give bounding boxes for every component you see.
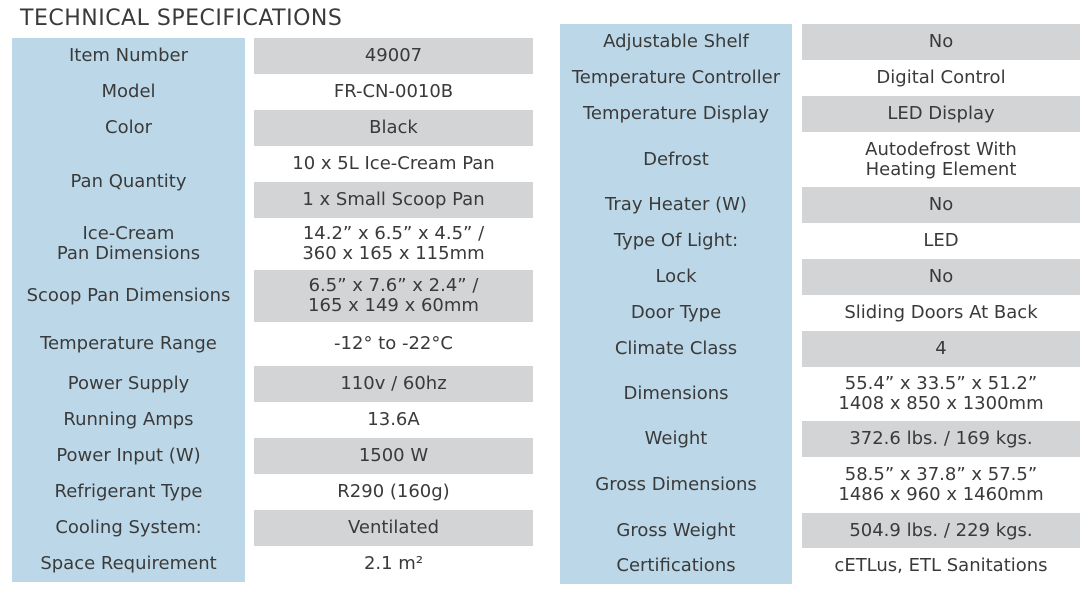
spec-label: Temperature Range (40, 333, 217, 354)
spec-label: Model (101, 81, 156, 102)
spec-label: Power Input (W) (56, 445, 201, 466)
spec-value: 10 x 5L Ice-Cream Pan (292, 153, 495, 174)
spec-value: 13.6A (367, 409, 420, 430)
spec-label: Scoop Pan Dimensions (26, 285, 231, 306)
spec-label: Item Number (68, 45, 188, 66)
spec-label: Adjustable Shelf (603, 31, 749, 52)
title: TECHNICAL SPECIFICATIONS (20, 6, 343, 31)
spec-value: Digital Control (876, 67, 1006, 88)
spec-label: Gross Weight (616, 519, 736, 541)
spec-value: No (802, 259, 1080, 295)
label-column (12, 38, 245, 582)
spec-label: Running Amps (63, 409, 194, 430)
spec-value: Sliding Doors At Back (844, 302, 1038, 323)
spec-label: Lock (655, 266, 697, 287)
spec-label: Door Type (630, 302, 722, 323)
spec-value: LED (923, 230, 959, 251)
spec-value: 14.2” x 6.5” x 4.5” / 360 x 165 x 115mm (302, 223, 485, 264)
spec-label: Cooling System: (55, 517, 202, 538)
spec-value: 49007 (254, 38, 533, 74)
spec-label: Climate Class (614, 338, 738, 359)
spec-label: Pan Quantity (70, 171, 187, 192)
spec-label: Refrigerant Type (54, 481, 203, 502)
spec-value: 58.5” x 37.8” x 57.5” 1486 x 960 x 1460m… (838, 464, 1044, 505)
spec-value: No (802, 24, 1080, 60)
spec-label: Certifications (616, 555, 736, 576)
spec-label: Type Of Light: (613, 230, 739, 251)
spec-label: Temperature Controller (571, 67, 781, 88)
spec-value: FR-CN-0010B (333, 81, 454, 102)
spec-label: Color (105, 117, 152, 138)
spec-value: No (802, 187, 1080, 223)
label-column (560, 24, 792, 584)
spec-value: Autodefrost With Heating Element (865, 138, 1017, 180)
spec-value: Ventilated (254, 510, 533, 546)
spec-label: Gross Dimensions (595, 474, 757, 495)
spec-value: 504.9 lbs. / 229 kgs. (802, 513, 1080, 548)
spec-value: 4 (802, 331, 1080, 367)
spec-value: 372.6 lbs. / 169 kgs. (802, 421, 1080, 457)
spec-value: 110v / 60hz (254, 366, 533, 402)
spec-value: -12° to -22°C (334, 333, 453, 354)
spec-label: Weight (644, 428, 708, 449)
spec-value: 1500 W (254, 438, 533, 474)
spec-value: cETLus, ETL Sanitations (834, 555, 1048, 576)
spec-value: Black (254, 110, 533, 146)
spec-label: Tray Heater (W) (605, 194, 747, 215)
spec-value: 1 x Small Scoop Pan (254, 182, 533, 218)
spec-label: Dimensions (623, 383, 729, 404)
spec-label: Defrost (643, 148, 709, 170)
spec-label: Temperature Display (582, 103, 770, 124)
spec-label: Ice-Cream Pan Dimensions (56, 223, 201, 264)
spec-label: Power Supply (67, 373, 190, 394)
spec-label: Space Requirement (40, 553, 217, 574)
spec-value: 2.1 m² (363, 553, 424, 574)
spec-value: 6.5” x 7.6” x 2.4” / 165 x 149 x 60mm (254, 270, 533, 322)
spec-value: R290 (160g) (337, 481, 450, 502)
spec-value: LED Display (802, 96, 1080, 132)
spec-value: 55.4” x 33.5” x 51.2” 1408 x 850 x 1300m… (838, 373, 1044, 414)
